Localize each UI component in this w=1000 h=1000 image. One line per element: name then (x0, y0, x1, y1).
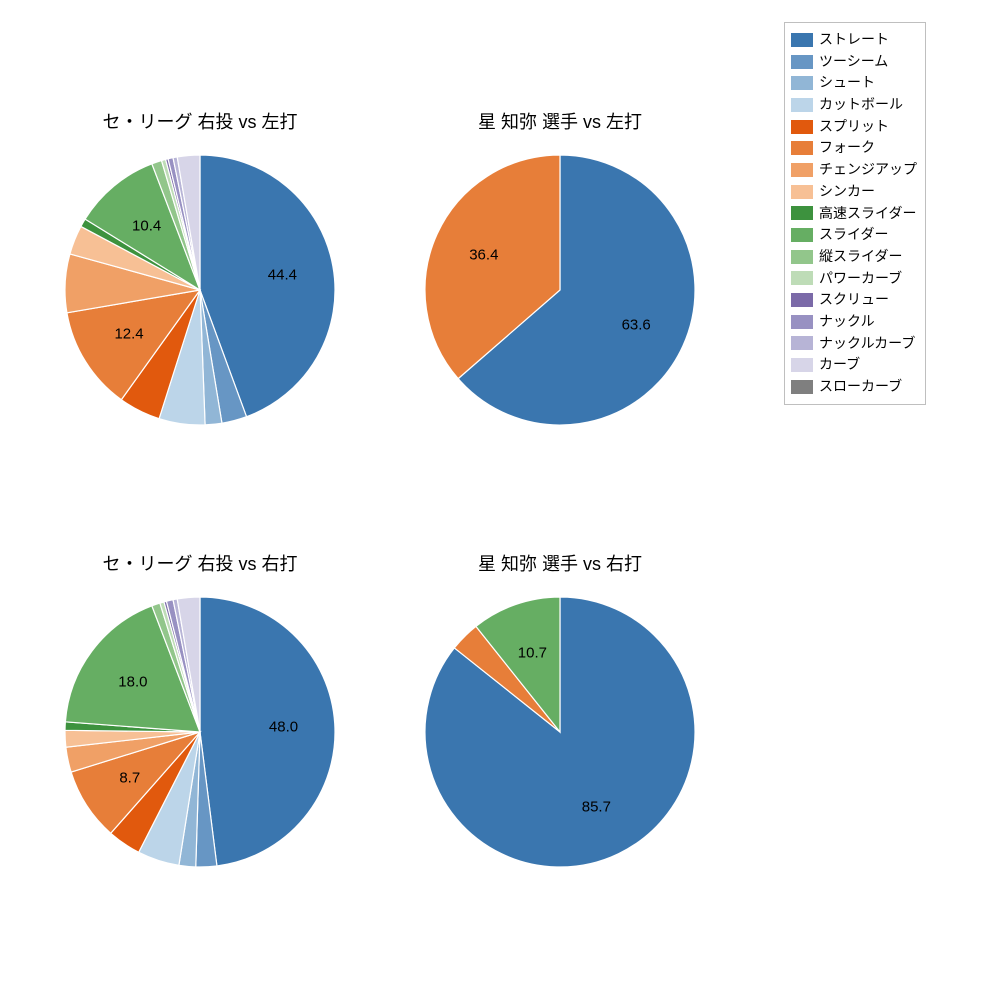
legend-item: パワーカーブ (791, 268, 917, 290)
legend-item: チェンジアップ (791, 159, 917, 181)
legend-swatch (791, 336, 813, 350)
slice-label: 10.7 (518, 644, 547, 661)
slice-label: 18.0 (118, 673, 147, 690)
legend: ストレートツーシームシュートカットボールスプリットフォークチェンジアップシンカー… (784, 22, 926, 405)
legend-item: カットボール (791, 94, 917, 116)
legend-item: シンカー (791, 181, 917, 203)
legend-item: 高速スライダー (791, 203, 917, 225)
legend-swatch (791, 293, 813, 307)
legend-label: シンカー (819, 181, 875, 203)
legend-swatch (791, 185, 813, 199)
legend-label: カーブ (819, 354, 860, 376)
legend-label: ナックル (819, 311, 875, 333)
legend-swatch (791, 206, 813, 220)
panel-title: 星 知弥 選手 vs 右打 (478, 550, 642, 576)
legend-swatch (791, 120, 813, 134)
legend-label: パワーカーブ (819, 268, 902, 290)
legend-swatch (791, 358, 813, 372)
legend-item: カーブ (791, 354, 917, 376)
legend-label: 縦スライダー (819, 246, 902, 268)
panel-title: セ・リーグ 右投 vs 右打 (102, 550, 297, 576)
panel-title: セ・リーグ 右投 vs 左打 (102, 108, 297, 134)
slice-label: 36.4 (469, 247, 498, 264)
legend-swatch (791, 98, 813, 112)
legend-label: ナックルカーブ (819, 333, 915, 355)
slice-label: 85.7 (582, 799, 611, 816)
legend-item: ナックルカーブ (791, 333, 917, 355)
legend-swatch (791, 315, 813, 329)
slice-label: 44.4 (268, 267, 297, 284)
legend-swatch (791, 380, 813, 394)
legend-swatch (791, 163, 813, 177)
legend-swatch (791, 55, 813, 69)
legend-item: ツーシーム (791, 51, 917, 73)
legend-label: スライダー (819, 224, 888, 246)
legend-swatch (791, 33, 813, 47)
pie-chart (423, 153, 697, 427)
legend-item: スローカーブ (791, 376, 917, 398)
legend-label: フォーク (819, 137, 875, 159)
panel-title: 星 知弥 選手 vs 左打 (478, 108, 642, 134)
legend-item: スライダー (791, 224, 917, 246)
legend-swatch (791, 250, 813, 264)
slice-label: 10.4 (132, 217, 161, 234)
legend-label: ツーシーム (819, 51, 888, 73)
legend-label: ストレート (819, 29, 889, 51)
legend-label: 高速スライダー (819, 203, 916, 225)
legend-item: スクリュー (791, 289, 917, 311)
legend-label: カットボール (819, 94, 903, 116)
slice-label: 12.4 (114, 326, 143, 343)
legend-label: シュート (819, 72, 875, 94)
legend-label: チェンジアップ (819, 159, 917, 181)
slice-label: 48.0 (269, 718, 298, 735)
legend-swatch (791, 76, 813, 90)
pie-chart (423, 595, 697, 869)
legend-label: スローカーブ (819, 376, 902, 398)
legend-item: ストレート (791, 29, 917, 51)
slice-label: 8.7 (119, 769, 140, 786)
legend-label: スクリュー (819, 289, 889, 311)
pie-chart (63, 153, 337, 427)
legend-item: シュート (791, 72, 917, 94)
legend-swatch (791, 228, 813, 242)
legend-item: スプリット (791, 116, 917, 138)
legend-swatch (791, 271, 813, 285)
legend-item: 縦スライダー (791, 246, 917, 268)
pie-slice (200, 597, 335, 866)
legend-item: フォーク (791, 137, 917, 159)
legend-item: ナックル (791, 311, 917, 333)
legend-swatch (791, 141, 813, 155)
legend-label: スプリット (819, 116, 889, 138)
slice-label: 63.6 (622, 316, 651, 333)
